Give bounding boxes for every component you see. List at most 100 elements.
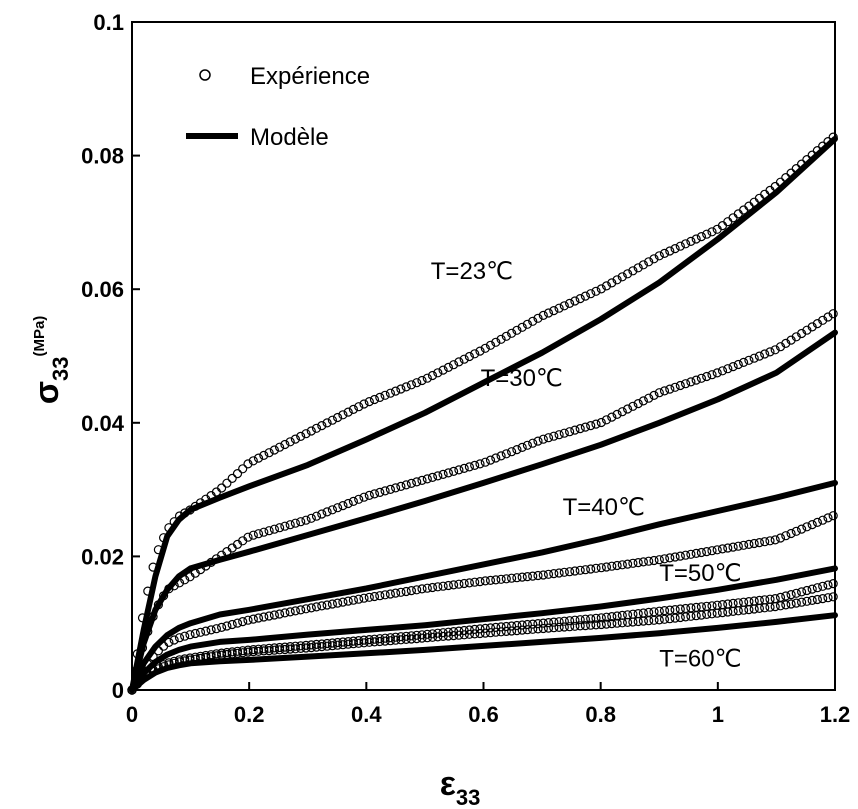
experiment-point: [354, 635, 364, 646]
experiment-point: [823, 513, 833, 523]
experiment-point: [638, 260, 649, 270]
experiment-point: [169, 635, 179, 645]
experiment-point: [654, 388, 664, 398]
experiment-point: [649, 390, 659, 400]
experiment-point: [333, 412, 343, 423]
experiment-point: [601, 562, 612, 572]
experiment-point: [464, 578, 474, 588]
experiment-point: [517, 620, 527, 630]
experiment-point: [522, 625, 533, 635]
experiment-point: [665, 553, 675, 563]
experiment-point: [754, 537, 765, 548]
experiment-point: [744, 355, 754, 365]
experiment-point: [180, 631, 190, 641]
experiment-point: [243, 615, 253, 625]
curve-label-2: T=30℃: [481, 365, 563, 392]
experiment-point: [422, 633, 432, 643]
experiment-point: [164, 637, 174, 648]
experiment-point: [412, 477, 422, 487]
experiment-point: [786, 528, 796, 539]
experiment-point: [501, 449, 511, 459]
experiment-point: [343, 596, 353, 606]
experiment-point: [617, 272, 627, 282]
experiment-point: [649, 555, 659, 566]
experiment-point: [427, 582, 438, 593]
experiment-point: [633, 263, 643, 273]
experiment-point: [538, 623, 548, 634]
experiment-point: [591, 419, 601, 429]
experiment-point: [702, 609, 712, 620]
experiment-point: [559, 301, 569, 311]
y-tick-label: 0.02: [81, 544, 124, 569]
experiment-point: [554, 303, 564, 313]
experiment-point: [686, 236, 696, 246]
experiment-point: [369, 634, 380, 644]
experiment-point: [385, 636, 395, 646]
experiment-point: [206, 625, 216, 635]
y-tick-label: 0.1: [93, 10, 124, 35]
experiment-point: [311, 639, 322, 650]
experiment-point: [696, 610, 707, 620]
experiment-point: [311, 602, 322, 612]
experiment-point: [427, 370, 438, 381]
experiment-point: [195, 627, 206, 637]
x-tick-label: 0.2: [234, 702, 265, 727]
experiment-point: [522, 440, 533, 450]
experiment-point: [238, 648, 248, 658]
experiment-point: [807, 595, 817, 606]
experiment-point: [507, 621, 517, 631]
experiment-point: [696, 232, 707, 242]
experiment-point: [259, 527, 269, 537]
experiment-point: [612, 611, 622, 621]
experiment-point: [549, 623, 559, 633]
experiment-point: [306, 426, 316, 436]
experiment-point: [723, 364, 733, 374]
experiment-point: [501, 626, 511, 637]
experiment-point: [185, 630, 195, 640]
experiment-point: [596, 613, 606, 623]
experiment-point: [333, 503, 343, 513]
experiment-point: [633, 557, 643, 568]
experiment-point: [775, 601, 786, 611]
experiment-point: [654, 615, 664, 625]
experiment-point: [222, 478, 232, 488]
experiment-point: [554, 617, 564, 627]
experiment-point: [401, 382, 411, 392]
experiment-point: [670, 382, 680, 392]
experiment-point: [306, 640, 316, 650]
experiment-point: [322, 638, 332, 649]
experiment-point: [396, 635, 406, 645]
experiment-point: [586, 564, 596, 574]
experiment-point: [496, 627, 506, 637]
experiment-point: [327, 599, 337, 609]
experiment-point: [496, 622, 506, 632]
experiment-point: [559, 428, 569, 438]
experiment-point: [470, 349, 480, 359]
experiment-point: [470, 460, 480, 470]
experiment-point: [243, 532, 253, 542]
experiment-point: [702, 229, 712, 239]
series-5: [127, 592, 838, 695]
experiment-point: [617, 407, 627, 417]
experiment-point: [612, 618, 622, 628]
experiment-point: [770, 601, 780, 612]
experiment-point: [301, 604, 311, 614]
experiment-point: [760, 603, 770, 613]
experiment-point: [649, 254, 659, 264]
experiment-point: [538, 310, 548, 320]
experiment-point: [375, 634, 385, 644]
experiment-point: [375, 636, 385, 647]
experiment-point: [749, 604, 759, 614]
experiment-point: [596, 284, 606, 294]
experiment-point: [675, 551, 685, 561]
experiment-point: [712, 368, 722, 378]
experiment-point: [301, 429, 311, 439]
experiment-point: [338, 597, 348, 607]
experiment-point: [306, 603, 316, 613]
x-axis-label: ε33: [440, 765, 481, 809]
legend-label-experience: Expérience: [250, 63, 370, 90]
experiment-point: [665, 384, 675, 394]
x-axis-subscript: 33: [456, 785, 480, 809]
experiment-point: [417, 633, 427, 643]
experiment-point: [275, 523, 285, 533]
